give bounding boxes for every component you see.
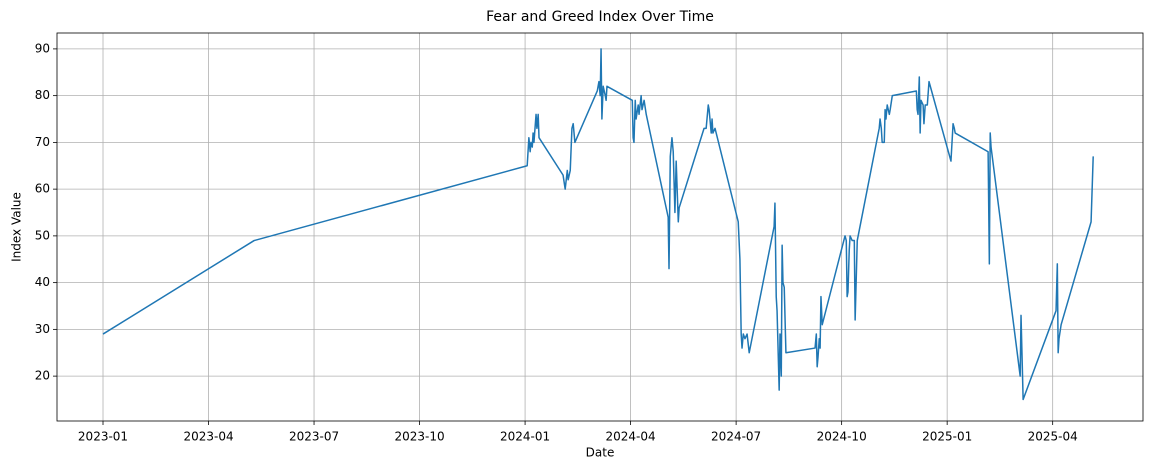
x-tick-label: 2025-04 (1028, 430, 1078, 444)
y-tick-label: 80 (35, 88, 50, 102)
y-tick-label: 70 (35, 135, 50, 149)
x-tick-label: 2023-07 (289, 430, 339, 444)
y-tick-label: 60 (35, 182, 50, 196)
y-tick-label: 40 (35, 275, 50, 289)
x-tick-label: 2023-01 (78, 430, 128, 444)
y-tick-label: 30 (35, 322, 50, 336)
x-tick-label: 2024-07 (711, 430, 761, 444)
x-tick-label: 2024-04 (606, 430, 656, 444)
x-axis-label: Date (586, 446, 615, 460)
x-tick-label: 2023-10 (394, 430, 444, 444)
y-tick-label: 50 (35, 228, 50, 242)
y-tick-label: 20 (35, 369, 50, 383)
x-tick-label: 2024-01 (500, 430, 550, 444)
x-tick-label: 2024-10 (817, 430, 867, 444)
y-tick-label: 90 (35, 41, 50, 55)
data-line (102, 48, 1094, 401)
x-tick-label: 2025-01 (922, 430, 972, 444)
y-axis-label: Index Value (10, 192, 24, 262)
chart-title: Fear and Greed Index Over Time (486, 9, 714, 25)
plot-frame (56, 32, 1144, 422)
x-tick-label: 2023-04 (183, 430, 233, 444)
